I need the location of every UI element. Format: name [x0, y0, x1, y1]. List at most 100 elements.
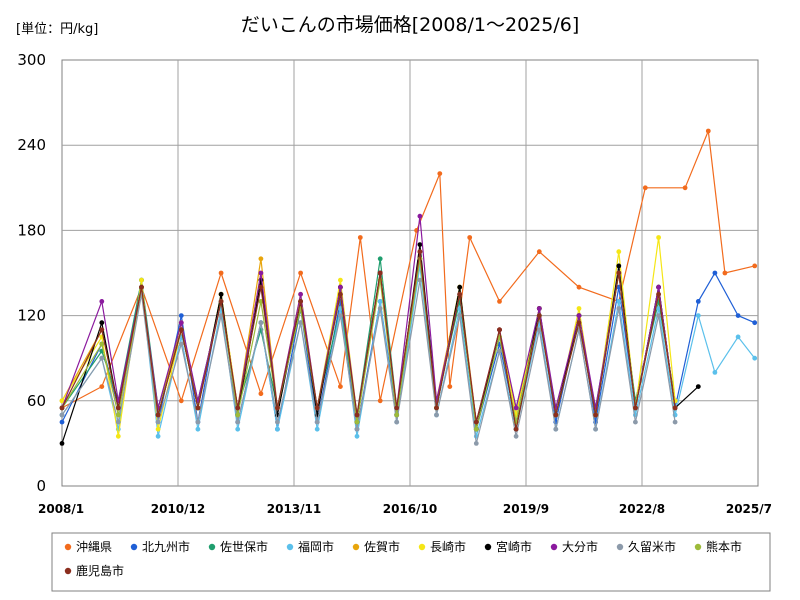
data-point [298, 299, 303, 304]
y-tick-label: 300 [17, 51, 46, 69]
data-point [695, 299, 701, 304]
legend-item: 沖縄県 [64, 539, 112, 554]
x-tick-label: 2013/11 [267, 502, 321, 516]
data-point [417, 249, 423, 255]
data-point [377, 270, 383, 276]
x-axis-ticks: 2008/1 2010/12 2013/11 2016/10 2019/9 2022/8 2… [38, 502, 772, 516]
data-point [377, 306, 383, 311]
data-point [338, 284, 343, 290]
data-point [633, 405, 638, 411]
data-point [434, 412, 439, 418]
unit-label: [単位：円/kg] [16, 21, 98, 37]
data-point [155, 412, 161, 418]
legend-label: 沖縄県 [76, 539, 112, 554]
data-point [258, 284, 264, 290]
data-point [705, 128, 711, 134]
data-point [298, 320, 303, 326]
data-point [722, 270, 728, 276]
x-tick-label: 2019/9 [503, 502, 549, 516]
legend-box [51, 532, 771, 592]
data-point [536, 327, 542, 333]
x-tick-label: 2008/1 [38, 502, 84, 516]
legend-item: 北九州市 [130, 539, 190, 554]
data-point [672, 405, 678, 411]
data-point [354, 412, 360, 418]
data-point [656, 313, 661, 318]
data-point [218, 313, 224, 318]
data-point [656, 306, 661, 311]
legend-label: 熊本市 [706, 539, 742, 554]
legend-item: 佐賀市 [352, 539, 400, 554]
data-point [656, 291, 661, 297]
data-point [178, 341, 184, 347]
data-point [59, 398, 65, 404]
legend-marker [694, 543, 702, 551]
legend-item: 久留米市 [616, 539, 676, 554]
chart-title: だいこんの市場価格[2008/1～2025/6] [241, 14, 580, 36]
data-point [593, 426, 598, 432]
data-point [695, 384, 701, 389]
data-point [513, 426, 519, 432]
data-point [178, 320, 184, 326]
data-point [672, 419, 678, 425]
data-point [275, 405, 280, 411]
y-tick-label: 60 [27, 392, 46, 410]
data-point [457, 291, 463, 297]
y-tick-label: 120 [17, 307, 46, 325]
data-point [473, 441, 479, 446]
data-point [298, 291, 303, 297]
data-point [258, 256, 264, 262]
data-point [576, 320, 582, 326]
data-point [682, 185, 688, 191]
data-point [59, 405, 65, 411]
legend-label: 宮崎市 [496, 539, 532, 554]
data-point [447, 384, 453, 389]
data-point [656, 235, 661, 240]
data-point [314, 405, 320, 411]
data-point [99, 320, 105, 326]
legend-item: 佐世保市 [208, 539, 268, 554]
x-tick-label: 2016/10 [383, 502, 437, 516]
data-point [467, 235, 473, 240]
data-point [752, 320, 758, 326]
y-tick-label: 0 [36, 477, 46, 495]
data-point [656, 284, 661, 290]
data-point [576, 306, 582, 311]
data-point [642, 185, 648, 191]
x-tick-label: 2022/8 [619, 502, 665, 516]
data-point [99, 327, 105, 333]
data-point [417, 242, 423, 248]
data-point [115, 412, 121, 418]
y-tick-label: 180 [17, 221, 46, 239]
data-point [178, 313, 184, 318]
data-point [536, 313, 542, 318]
data-point [314, 419, 320, 425]
data-point [616, 306, 622, 311]
data-point [437, 171, 443, 177]
data-point [354, 426, 360, 432]
data-point [497, 348, 502, 354]
data-point [258, 391, 264, 397]
data-point [377, 299, 383, 304]
data-point [377, 398, 383, 404]
legend-label: 鹿児島市 [76, 563, 124, 578]
legend-item: 熊本市 [694, 539, 742, 554]
series-layer [59, 128, 758, 446]
data-point [473, 419, 479, 425]
data-point [275, 419, 280, 425]
data-point [417, 213, 423, 219]
legend-marker [418, 543, 426, 551]
grid-lines [62, 60, 758, 486]
data-point [513, 405, 519, 411]
data-point [473, 426, 479, 432]
data-point [593, 412, 598, 418]
data-point [394, 419, 400, 425]
data-point [616, 299, 622, 304]
data-point [298, 270, 303, 276]
data-point [536, 249, 542, 255]
data-point [616, 270, 622, 276]
data-point [258, 270, 264, 276]
legend-item: 福岡市 [286, 539, 334, 554]
data-point [752, 263, 758, 269]
data-point [275, 426, 280, 432]
